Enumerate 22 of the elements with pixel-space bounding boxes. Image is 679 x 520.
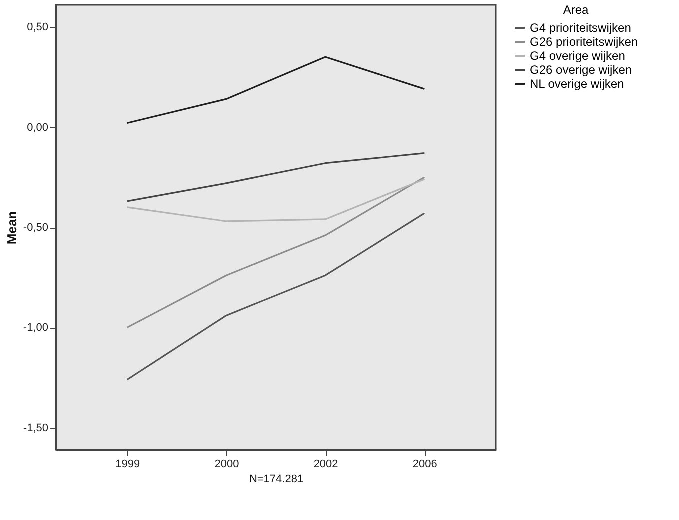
legend-label: NL overige wijken (530, 77, 624, 91)
line-series (126, 212, 426, 381)
line-series (126, 178, 426, 222)
y-tick-label: 0,50 (27, 22, 48, 34)
legend-label: G4 overige wijken (530, 49, 626, 63)
legend-label: G4 prioriteitswijken (530, 21, 632, 35)
legend-label: G26 prioriteitswijken (530, 35, 638, 49)
x-tick-label: 1999 (116, 458, 140, 470)
legend-title: Area (563, 3, 589, 17)
y-tick-label: 0,00 (27, 122, 48, 134)
y-axis-title: Mean (4, 211, 20, 245)
line-series (126, 56, 426, 124)
y-tick-label: -1,00 (23, 322, 48, 334)
y-tick-label: -1,50 (23, 422, 48, 434)
x-axis-title: N=174.281 (249, 474, 304, 486)
x-tick-label: 2000 (214, 458, 240, 470)
line-series (126, 176, 426, 329)
line-series (126, 152, 426, 202)
legend-label: G26 overige wijken (530, 63, 632, 77)
x-tick-label: 2006 (412, 458, 438, 470)
x-tick-label: 2002 (314, 458, 338, 470)
y-tick-label: -0,50 (23, 222, 48, 234)
